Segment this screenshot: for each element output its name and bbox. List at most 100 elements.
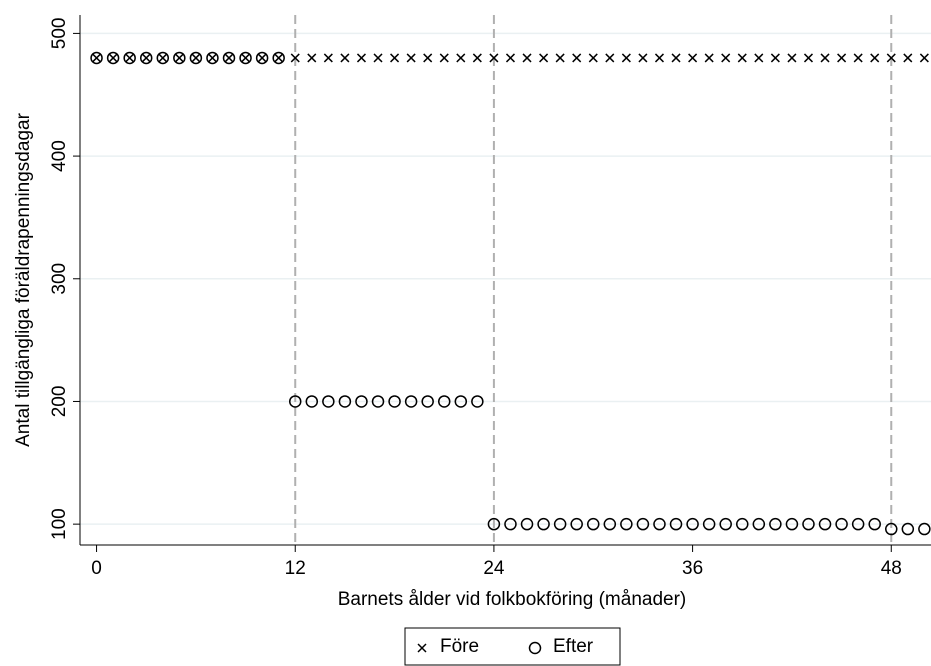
- marker-stroke: [638, 53, 648, 63]
- marker-circle: [222, 51, 236, 65]
- marker-stroke: [704, 53, 714, 63]
- marker-circle: [471, 395, 484, 408]
- marker-circle: [454, 395, 468, 408]
- marker-stroke: [721, 53, 731, 63]
- marker-stroke: [737, 53, 747, 63]
- marker-x: [274, 53, 284, 63]
- marker-stroke: [108, 53, 118, 63]
- marker-stroke: [356, 53, 366, 63]
- marker-circle: [239, 51, 252, 65]
- marker-x: [108, 53, 118, 63]
- marker-x: [489, 53, 499, 63]
- marker-circle: [173, 51, 186, 65]
- marker-circle: [901, 522, 915, 536]
- marker-x: [919, 53, 929, 63]
- marker-circle: [355, 395, 368, 408]
- marker-x: [241, 53, 251, 63]
- marker-x: [572, 53, 582, 63]
- marker-x: [605, 53, 615, 63]
- marker-x: [721, 53, 731, 63]
- marker-stroke: [787, 53, 797, 63]
- x-tick-label: 0: [91, 558, 102, 579]
- marker-circle: [371, 395, 385, 408]
- marker-stroke: [274, 53, 284, 63]
- marker-circle: [388, 395, 401, 408]
- marker-circle: [868, 517, 881, 531]
- marker-circle: [206, 51, 219, 65]
- legend-label: Efter: [553, 636, 594, 657]
- marker-circle: [885, 522, 898, 536]
- marker-x: [257, 53, 267, 63]
- marker-circle: [653, 517, 666, 531]
- marker-circle: [719, 517, 732, 531]
- marker-circle: [288, 395, 302, 408]
- y-tick-label: 200: [49, 386, 70, 418]
- marker-circle: [669, 517, 683, 531]
- marker-stroke: [505, 53, 515, 63]
- marker-stroke: [158, 53, 168, 63]
- marker-x: [704, 53, 714, 63]
- marker-stroke: [340, 53, 350, 63]
- marker-circle: [603, 517, 617, 531]
- marker-x: [307, 53, 317, 63]
- marker-stroke: [688, 53, 698, 63]
- marker-circle: [802, 517, 815, 531]
- marker-x: [340, 53, 350, 63]
- marker-circle: [769, 517, 782, 531]
- marker-circle: [437, 395, 451, 408]
- marker-x: [191, 53, 201, 63]
- marker-stroke: [588, 53, 598, 63]
- marker-circle: [570, 517, 583, 531]
- marker-x: [539, 53, 549, 63]
- marker-circle: [156, 51, 170, 65]
- marker-x: [654, 53, 665, 63]
- marker-x: [417, 643, 427, 653]
- marker-x: [141, 53, 151, 63]
- legend-box: [404, 627, 621, 666]
- marker-stroke: [456, 53, 466, 63]
- marker-x: [787, 53, 797, 63]
- marker-circle: [520, 517, 534, 531]
- marker-stroke: [125, 53, 135, 63]
- marker-x: [125, 53, 135, 63]
- marker-x: [803, 53, 814, 63]
- marker-x: [853, 53, 863, 63]
- marker-stroke: [406, 53, 416, 63]
- marker-stroke: [754, 53, 764, 63]
- marker-x: [406, 53, 416, 63]
- marker-stroke: [373, 53, 383, 63]
- marker-x: [737, 53, 747, 63]
- marker-x: [323, 53, 333, 63]
- marker-stroke: [886, 53, 896, 63]
- marker-circle: [686, 517, 699, 531]
- marker-x: [688, 53, 698, 63]
- marker-x: [373, 53, 383, 63]
- marker-circle: [90, 51, 103, 65]
- marker-stroke: [555, 53, 565, 63]
- marker-stroke: [803, 53, 814, 63]
- marker-x: [837, 53, 847, 63]
- marker-stroke: [837, 53, 847, 63]
- marker-stroke: [919, 53, 929, 63]
- marker-stroke: [472, 53, 482, 63]
- marker-circle: [752, 517, 766, 531]
- y-tick-label: 500: [49, 18, 70, 50]
- legend-label: Före: [440, 636, 479, 657]
- x-tick-label: 48: [881, 558, 902, 579]
- marker-circle: [636, 517, 650, 531]
- marker-stroke: [903, 53, 913, 63]
- marker-x: [621, 53, 631, 63]
- marker-stroke: [191, 53, 201, 63]
- marker-stroke: [522, 53, 532, 63]
- x-axis-title: Barnets ålder vid folkbokföring (månader…: [338, 589, 687, 610]
- marker-stroke: [853, 53, 863, 63]
- marker-stroke: [417, 643, 427, 653]
- marker-x: [92, 53, 102, 63]
- marker-circle: [123, 51, 136, 65]
- marker-stroke: [671, 53, 681, 63]
- marker-x: [456, 53, 466, 63]
- marker-circle: [487, 517, 501, 531]
- marker-circle: [528, 641, 542, 655]
